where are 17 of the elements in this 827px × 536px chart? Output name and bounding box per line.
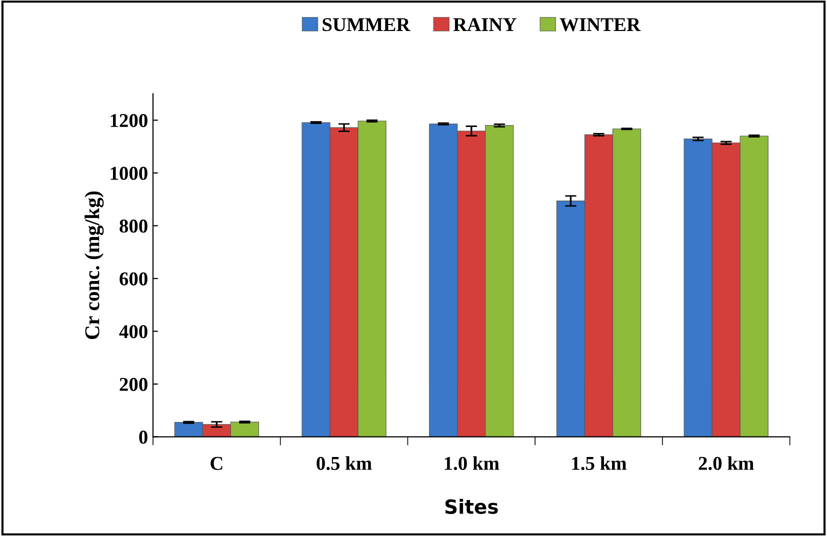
- x-tick-label: 1.0 km: [444, 456, 500, 470]
- y-tick-label: 200: [120, 378, 148, 391]
- y-tick-label: 1000: [110, 166, 148, 180]
- y-tick-label: 400: [119, 325, 148, 338]
- y-axis-title: Cr conc. (mg/kg): [84, 191, 104, 340]
- legend-label: RAINY: [453, 18, 516, 31]
- y-tick-label: 600: [120, 272, 148, 286]
- y-tick-label: 1200: [110, 114, 148, 128]
- x-tick-label: 1.5 km: [572, 456, 627, 470]
- x-axis-title: Sites: [445, 498, 498, 514]
- legend-label: WINTER: [560, 18, 641, 32]
- legend-label: SUMMER: [322, 18, 410, 32]
- x-tick-label: 2.0 km: [698, 456, 754, 470]
- y-tick-label: 800: [120, 220, 148, 233]
- x-tick-label: C: [210, 456, 222, 470]
- y-tick-label: 0: [139, 430, 148, 444]
- x-tick-label: 0.5 km: [316, 456, 372, 470]
